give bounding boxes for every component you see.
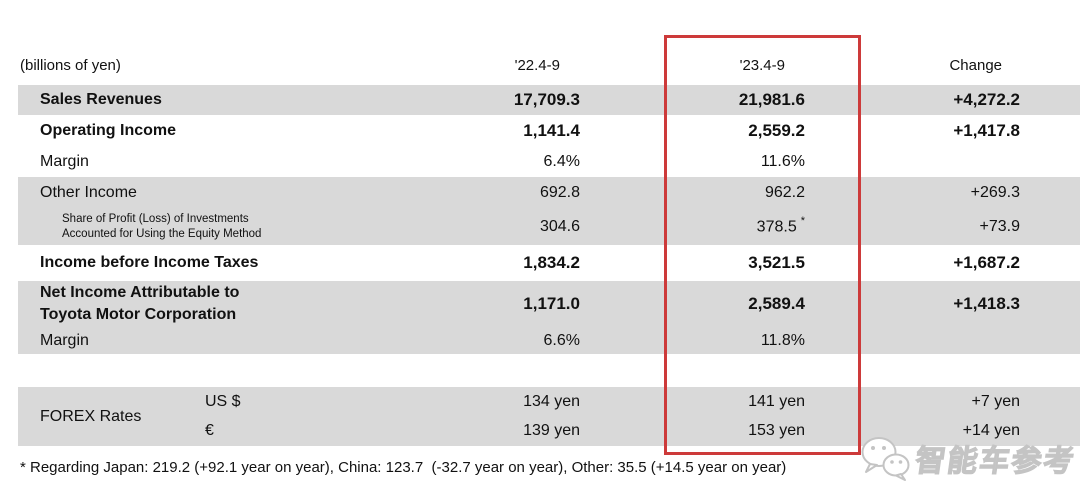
eur-value-change: +14 yen xyxy=(962,422,1020,439)
asterisk-note-marker: * xyxy=(800,215,805,228)
table-row-operating-income: Operating Income 1,141.4 2,559.2 +1,417.… xyxy=(18,115,1080,146)
row-label: Margin xyxy=(40,152,89,170)
value-23: 3,521.5 xyxy=(748,253,805,272)
value-change: +4,272.2 xyxy=(953,90,1020,109)
value-22: 1,141.4 xyxy=(523,120,580,140)
value-23: 2,589.4 xyxy=(748,294,805,313)
row-label: Sales Revenues xyxy=(40,91,162,108)
row-label: Operating Income xyxy=(40,121,177,139)
column-header-change: Change xyxy=(949,56,1002,74)
footnote: * Regarding Japan: 219.2 (+92.1 year on … xyxy=(20,459,787,476)
usd-value-23: 141 yen xyxy=(748,392,805,410)
table-gap xyxy=(0,354,1080,387)
value-change: +1,418.3 xyxy=(953,294,1020,313)
value-change: +269.3 xyxy=(970,183,1020,201)
column-header-23-4-9: '23.4-9 xyxy=(739,56,785,74)
table-row-net-margin: Margin 6.6% 11.8% xyxy=(18,327,1080,354)
watermark: 智能车参考 xyxy=(858,434,1079,482)
eur-value-22: 139 yen xyxy=(523,422,580,439)
value-23: 378.5 * xyxy=(580,215,805,236)
table-row-equity-method: Share of Profit (Loss) of Investments Ac… xyxy=(18,208,1080,245)
value-22: 6.4% xyxy=(543,152,580,170)
value-23: 11.6% xyxy=(760,152,805,170)
currency-usd-label: US $ xyxy=(205,392,241,410)
value-22: 1,834.2 xyxy=(523,253,580,272)
forex-label: FOREX Rates xyxy=(40,407,142,425)
table-row-forex-rates: FOREX Rates US $ 134 yen 141 yen +7 yen … xyxy=(18,387,1080,446)
value-23: 962.2 xyxy=(764,183,805,201)
table-header-row: (billions of yen) '22.4-9 '23.4-9 Change xyxy=(18,45,1080,85)
table-row-other-income: Other Income 692.8 962.2 +269.3 xyxy=(18,177,1080,208)
value-23: 21,981.6 xyxy=(738,90,805,109)
value-22: 692.8 xyxy=(539,183,580,201)
row-label: Margin xyxy=(40,331,89,349)
column-header-22-4-9: '22.4-9 xyxy=(514,56,560,74)
row-label: Income before Income Taxes xyxy=(40,254,259,271)
table-row-operating-margin: Margin 6.4% 11.6% xyxy=(18,146,1080,177)
wechat-icon xyxy=(861,437,910,481)
value-22: 1,171.0 xyxy=(523,294,580,313)
eur-value-23: 153 yen xyxy=(748,422,805,439)
top-spacer xyxy=(0,0,1080,45)
currency-eur-label: € xyxy=(205,422,214,439)
row-label: Share of Profit (Loss) of Investments Ac… xyxy=(62,212,262,240)
row-label: Net Income Attributable to Toyota Motor … xyxy=(40,283,240,323)
usd-value-change: +7 yen xyxy=(971,392,1020,410)
table-row-net-income: Net Income Attributable to Toyota Motor … xyxy=(18,281,1080,327)
value-22: 17,709.3 xyxy=(513,90,580,109)
value-23-number: 378.5 xyxy=(756,218,797,236)
value-22: 304.6 xyxy=(539,217,580,235)
value-23: 2,559.2 xyxy=(748,120,805,140)
value-23: 11.8% xyxy=(760,331,805,349)
value-change: +1,417.8 xyxy=(953,120,1020,140)
usd-value-22: 134 yen xyxy=(523,392,580,410)
unit-note: (billions of yen) xyxy=(20,56,121,74)
value-22: 6.6% xyxy=(543,331,580,349)
row-label: Other Income xyxy=(40,183,137,201)
watermark-text: 智能车参考 xyxy=(913,444,1079,478)
table-row-sales-revenues: Sales Revenues 17,709.3 21,981.6 +4,272.… xyxy=(18,85,1080,115)
table-row-income-before-taxes: Income before Income Taxes 1,834.2 3,521… xyxy=(18,245,1080,281)
value-change: +1,687.2 xyxy=(953,253,1020,272)
value-change: +73.9 xyxy=(979,217,1020,235)
